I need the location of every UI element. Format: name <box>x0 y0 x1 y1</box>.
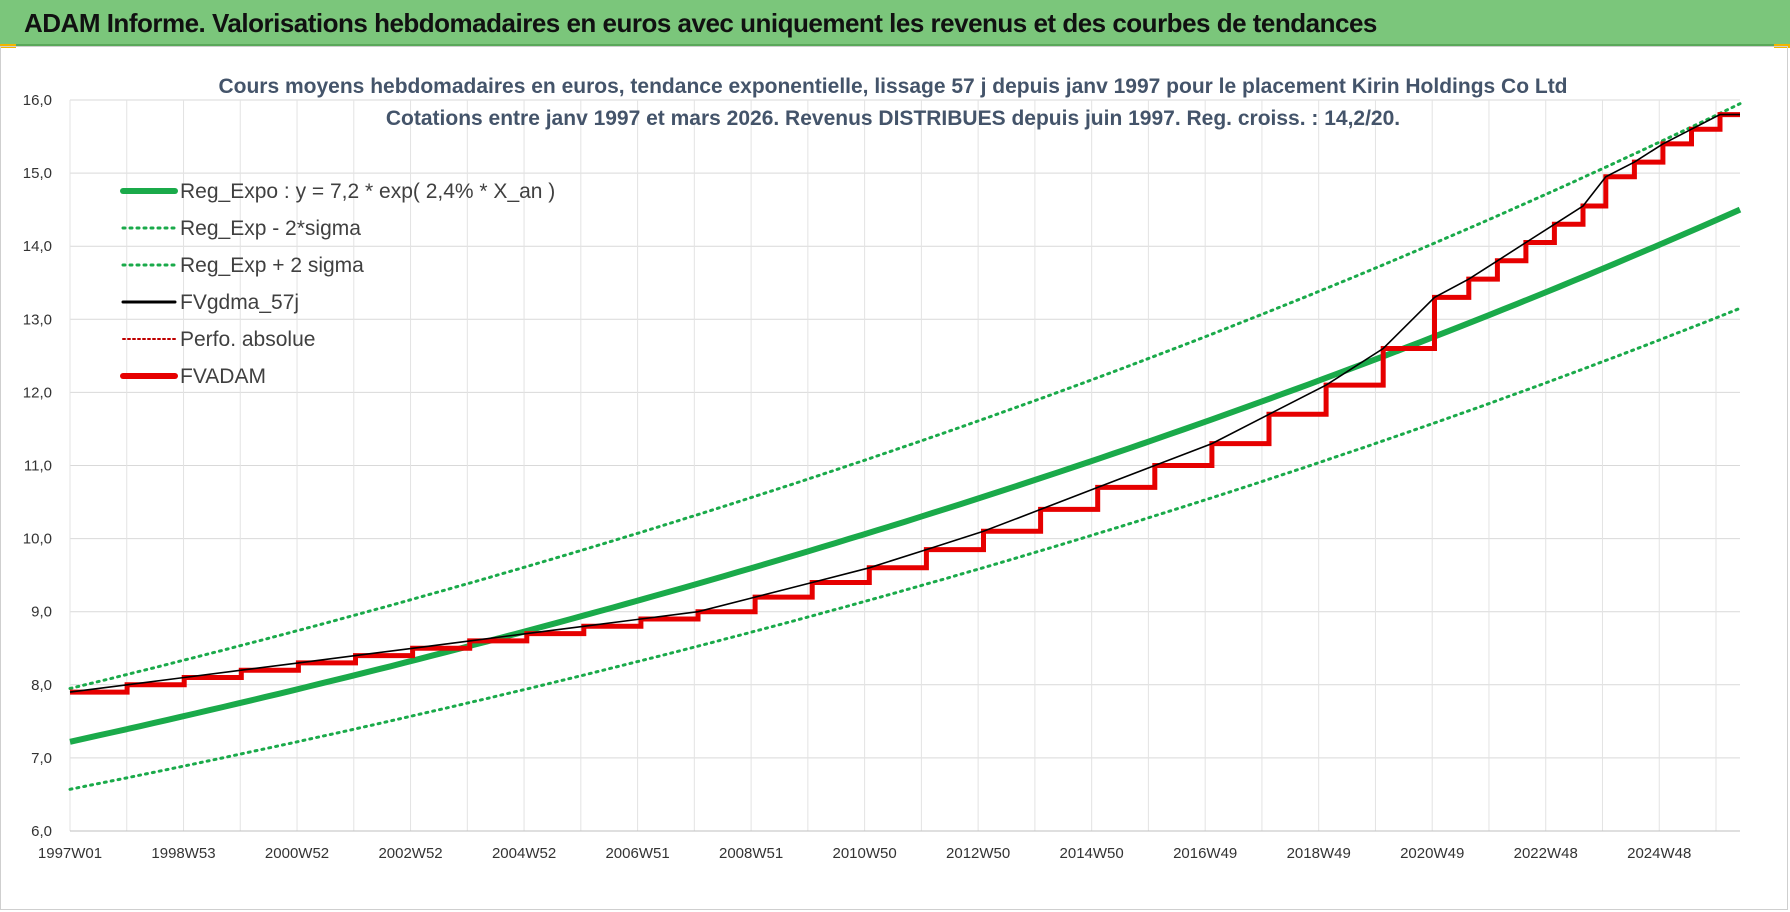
chart-frame <box>0 46 1788 910</box>
legend-label: Reg_Expo : y = 7,2 * exp( 2,4% * X_an ) <box>180 180 555 203</box>
axes: 6,0 7,0 8,0 9,0 10,0 11,0 12,0 13,0 14,0 15,0 16,0… <box>23 92 1740 862</box>
series-line-fvgdma <box>69 113 1740 693</box>
x-tick-label: 2020W49 <box>1400 845 1464 862</box>
x-tick-label: 2004W52 <box>492 845 556 862</box>
series-line-fvadam <box>70 112 1740 695</box>
y-tick-label: 15,0 <box>23 165 52 182</box>
legend-label: Reg_Exp + 2 sigma <box>180 254 364 277</box>
series-group <box>68 102 1742 791</box>
y-tick-label: 6,0 <box>31 823 52 840</box>
x-tick-label: 1998W53 <box>151 845 215 862</box>
y-tick-label: 10,0 <box>23 531 52 548</box>
series-line-plus-2sigma <box>68 102 1742 690</box>
legend-label: FVgdma_57j <box>180 291 299 314</box>
x-tick-label: 2008W51 <box>719 845 783 862</box>
y-tick-label: 13,0 <box>23 311 52 328</box>
x-tick-label: 2000W52 <box>265 845 329 862</box>
x-tick-label: 2018W49 <box>1287 845 1351 862</box>
x-tick-label: 2014W50 <box>1060 845 1124 862</box>
x-tick-label: 2012W50 <box>946 845 1010 862</box>
series-line-minus-2sigma <box>68 306 1742 791</box>
x-tick-label: 2002W52 <box>378 845 442 862</box>
x-tick-label: 2016W49 <box>1173 845 1237 862</box>
x-tick-label: 1997W01 <box>38 845 102 862</box>
page-title: ADAM Informe. Valorisations hebdomadaire… <box>24 8 1377 38</box>
legend: Reg_Expo : y = 7,2 * exp( 2,4% * X_an ) R… <box>120 180 555 388</box>
y-tick-label: 11,0 <box>24 458 52 475</box>
chart-title-line2: Cotations entre janv 1997 et mars 2026. … <box>386 107 1400 130</box>
y-tick-label: 8,0 <box>31 677 52 694</box>
legend-label: Perfo. absolue <box>180 328 315 351</box>
chart-title-line1: Cours moyens hebdomadaires en euros, ten… <box>218 75 1567 98</box>
header-bar: ADAM Informe. Valorisations hebdomadaire… <box>0 0 1790 46</box>
y-tick-label: 12,0 <box>23 384 52 401</box>
y-tick-label: 16,0 <box>23 92 52 109</box>
x-tick-label: 2010W50 <box>833 845 897 862</box>
series-line-reg-expo <box>69 206 1742 745</box>
legend-label: Reg_Exp - 2*sigma <box>180 217 361 240</box>
y-tick-label: 7,0 <box>31 750 52 767</box>
grid <box>69 99 1740 832</box>
y-tick-label: 14,0 <box>23 238 52 255</box>
x-tick-label: 2006W51 <box>605 845 669 862</box>
x-tick-label: 2022W48 <box>1514 845 1578 862</box>
legend-label: FVADAM <box>180 365 266 388</box>
y-tick-label: 9,0 <box>31 604 52 621</box>
x-tick-label: 2024W48 <box>1627 845 1691 862</box>
